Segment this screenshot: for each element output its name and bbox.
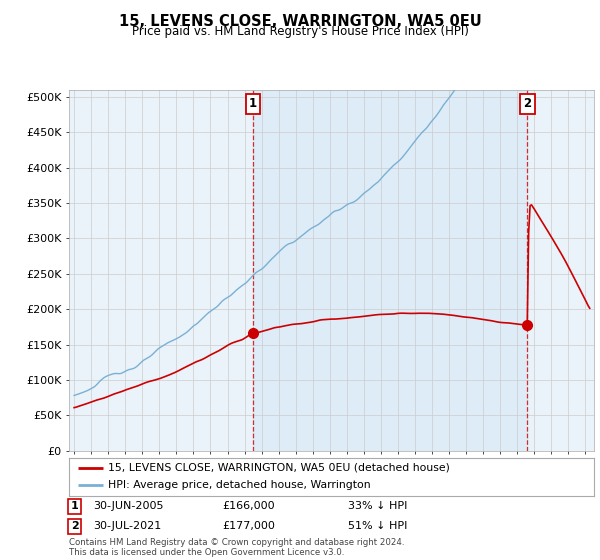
Text: £166,000: £166,000 <box>222 501 275 511</box>
Text: Price paid vs. HM Land Registry's House Price Index (HPI): Price paid vs. HM Land Registry's House … <box>131 25 469 38</box>
Text: 15, LEVENS CLOSE, WARRINGTON, WA5 0EU (detached house): 15, LEVENS CLOSE, WARRINGTON, WA5 0EU (d… <box>109 463 450 473</box>
Text: £177,000: £177,000 <box>222 521 275 531</box>
Text: Contains HM Land Registry data © Crown copyright and database right 2024.
This d: Contains HM Land Registry data © Crown c… <box>69 538 404 557</box>
Text: 2: 2 <box>71 521 79 531</box>
Text: 30-JUN-2005: 30-JUN-2005 <box>93 501 163 511</box>
Text: 1: 1 <box>71 501 79 511</box>
Text: HPI: Average price, detached house, Warrington: HPI: Average price, detached house, Warr… <box>109 480 371 491</box>
Bar <box>253 90 527 451</box>
Text: 2: 2 <box>523 97 531 110</box>
Text: 15, LEVENS CLOSE, WARRINGTON, WA5 0EU: 15, LEVENS CLOSE, WARRINGTON, WA5 0EU <box>119 14 481 29</box>
Text: 30-JUL-2021: 30-JUL-2021 <box>93 521 161 531</box>
Text: 1: 1 <box>249 97 257 110</box>
Text: 51% ↓ HPI: 51% ↓ HPI <box>348 521 407 531</box>
Text: 33% ↓ HPI: 33% ↓ HPI <box>348 501 407 511</box>
